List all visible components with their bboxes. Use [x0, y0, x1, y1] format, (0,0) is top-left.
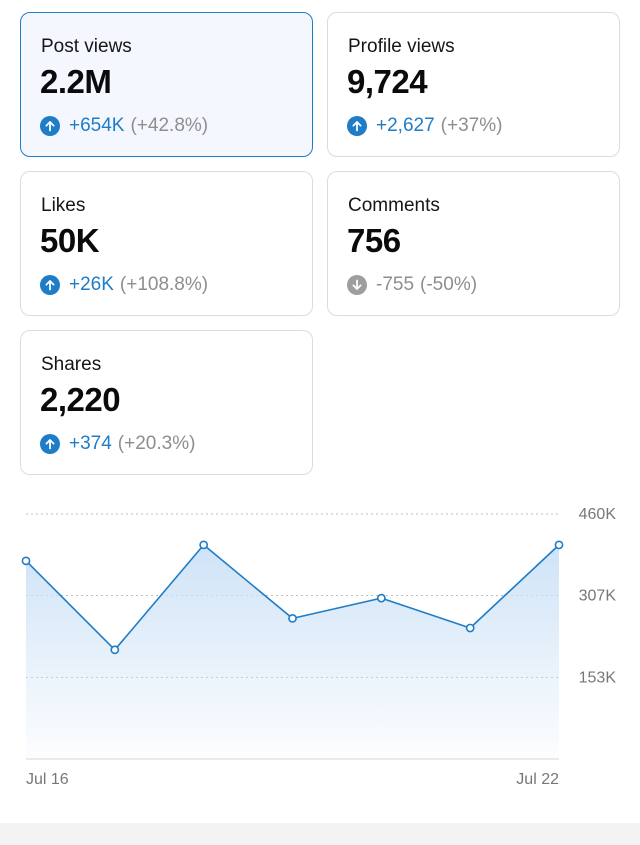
metric-delta: +654K	[69, 115, 125, 136]
data-point[interactable]	[110, 645, 120, 655]
metric-value: 756	[347, 222, 401, 259]
bottom-strip	[0, 823, 640, 845]
data-point[interactable]	[376, 593, 386, 603]
data-point[interactable]	[465, 623, 475, 633]
metric-title: Post views	[41, 36, 132, 57]
metric-title: Shares	[41, 354, 102, 375]
metric-change: +2,627 (+37%)	[347, 115, 502, 137]
metric-percent: (+20.3%)	[117, 433, 196, 454]
metric-delta: +26K	[69, 274, 114, 295]
metric-title: Comments	[348, 195, 440, 216]
metric-value: 2.2M	[40, 63, 112, 100]
y-tick-label: 307K	[579, 587, 617, 604]
metric-percent: (+42.8%)	[130, 115, 209, 136]
arrow-up-circle-icon	[40, 275, 60, 295]
metric-delta: -755	[376, 274, 415, 295]
data-point[interactable]	[288, 613, 297, 623]
metric-change: +374 (+20.3%)	[40, 433, 195, 455]
metric-change: +654K (+42.8%)	[40, 115, 208, 137]
data-point[interactable]	[21, 556, 31, 566]
x-tick-label: Jul 16	[26, 771, 69, 788]
y-tick-label: 153K	[579, 670, 617, 687]
metric-value: 9,724	[347, 63, 428, 100]
y-tick-label: 460K	[579, 506, 617, 523]
metric-percent: (+37%)	[440, 115, 503, 136]
metric-card-profile-views[interactable]: Profile views 9,724 +2,627 (+37%)	[327, 12, 620, 157]
metric-change: +26K (+108.8%)	[40, 274, 208, 296]
metric-title: Profile views	[348, 36, 455, 57]
post-views-chart: 153K 307K 460K Jul 16 Jul 22	[21, 506, 617, 788]
metric-percent: (-50%)	[420, 274, 478, 295]
arrow-up-circle-icon	[40, 116, 60, 136]
data-point[interactable]	[199, 540, 209, 550]
metric-value: 2,220	[40, 381, 121, 418]
metric-title: Likes	[41, 195, 86, 216]
arrow-up-circle-icon	[347, 116, 367, 136]
metric-card-likes[interactable]: Likes 50K +26K (+108.8%)	[20, 171, 313, 316]
metric-card-post-views[interactable]: Post views 2.2M +654K (+42.8%)	[20, 12, 313, 157]
metric-card-shares[interactable]: Shares 2,220 +374 (+20.3%)	[20, 330, 313, 475]
series-area	[26, 544, 559, 759]
metric-delta: +2,627	[376, 115, 435, 136]
arrow-down-circle-icon	[347, 275, 367, 295]
metric-percent: (+108.8%)	[119, 274, 209, 295]
metric-card-comments[interactable]: Comments 756 -755 (-50%)	[327, 171, 620, 316]
arrow-up-circle-icon	[40, 434, 60, 454]
data-point[interactable]	[554, 540, 564, 550]
x-tick-label: Jul 22	[516, 771, 559, 788]
metric-delta: +374	[69, 433, 112, 454]
metric-value: 50K	[40, 222, 100, 259]
metric-change: -755 (-50%)	[347, 274, 477, 296]
